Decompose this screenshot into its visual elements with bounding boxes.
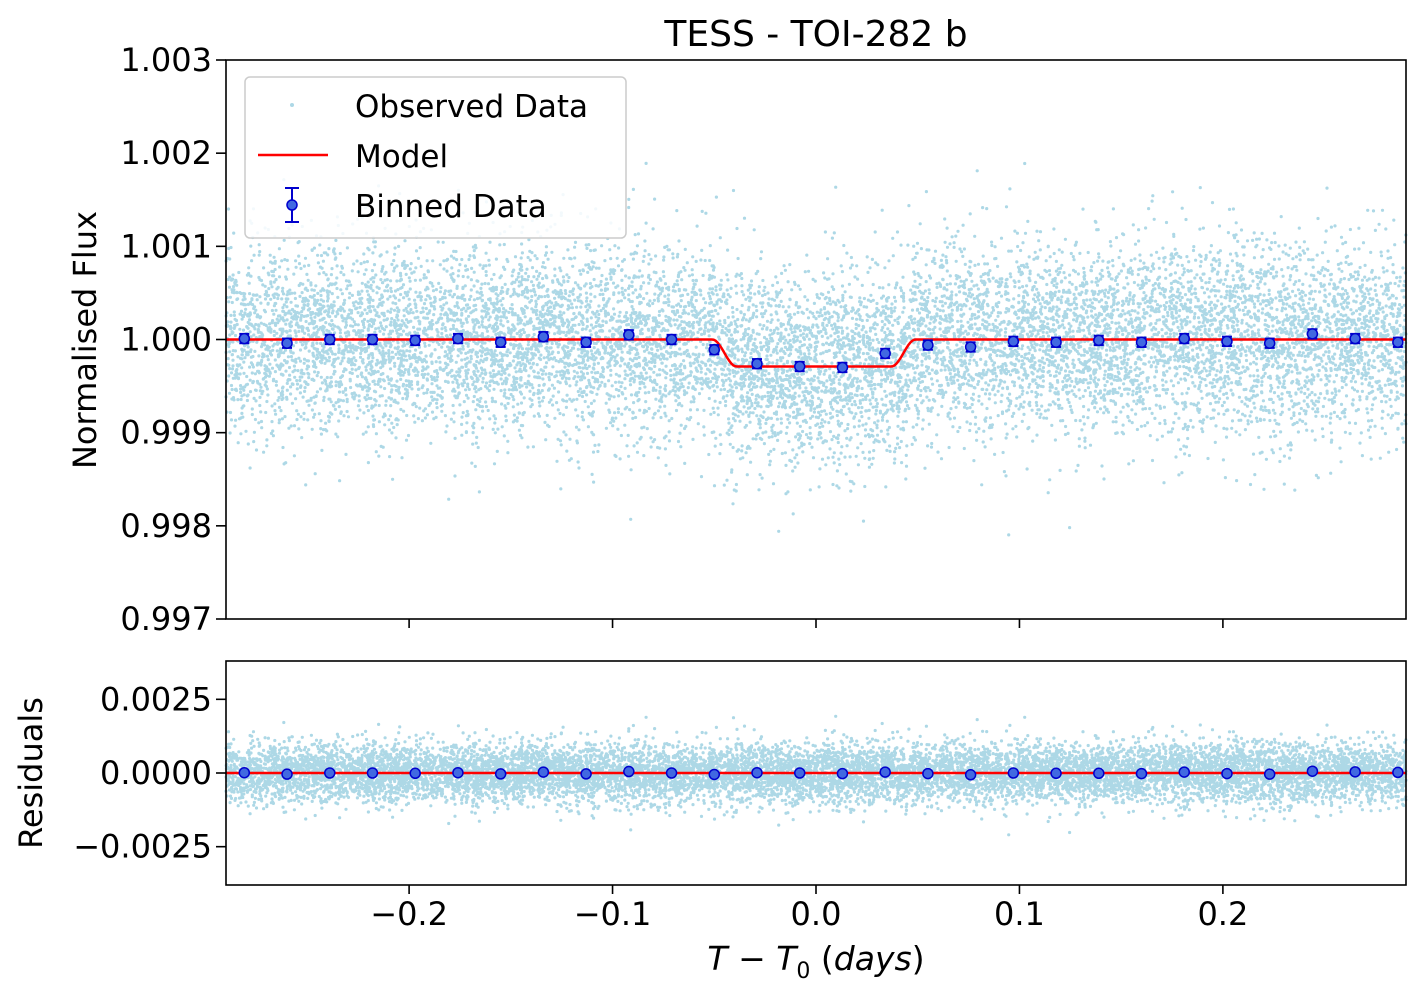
binned-point (366, 333, 379, 346)
binned-residual-point (452, 766, 464, 779)
binned-point (324, 333, 336, 346)
flux-y-tick-label: 1.000 (120, 321, 212, 359)
binned-point (1263, 337, 1276, 349)
flux-panel: 0.997 0.998 0.999 1.000 1.001 1.002 1.003 TESS… (66, 14, 1408, 638)
binned-residual-point (708, 768, 721, 781)
binned-residual-point (751, 766, 763, 779)
flux-y-tick-label: 0.999 (120, 414, 212, 452)
binned-residual-point (409, 767, 421, 780)
chart-title: TESS - TOI-282 b (663, 14, 967, 55)
binned-point (1007, 335, 1020, 348)
binned-point (281, 337, 293, 349)
legend-box (244, 76, 627, 239)
flux-y-tick-label: 0.998 (120, 507, 212, 545)
residual-x-ticks: −0.2 −0.1 0.0 0.1 0.2 (370, 885, 1248, 933)
flux-y-ticks: 0.997 0.998 0.999 1.000 1.001 1.002 1.003 (120, 41, 226, 638)
binned-point (1392, 336, 1404, 349)
binned-point (793, 360, 806, 373)
binned-point (1349, 332, 1361, 345)
flux-x-ticks (408, 619, 1224, 628)
residual-y-axis-label: Residuals (12, 697, 50, 849)
binned-point (1050, 336, 1062, 349)
binned-point (452, 332, 464, 345)
binned-point (537, 330, 550, 343)
binned-residual-point (836, 767, 849, 780)
binned-residual-point (665, 767, 678, 779)
binned-residual-point (580, 768, 592, 780)
binned-point (1221, 335, 1233, 348)
flux-y-tick-label: 0.997 (120, 600, 212, 638)
binned-point (1178, 332, 1190, 345)
model-curve-group (226, 338, 1406, 368)
legend-observed-label: Observed Data (355, 89, 588, 125)
residuals-panel: −0.0025 0.0000 0.0025 −0.2 −0.1 0.0 0.1 0.2 Re… (12, 660, 1408, 984)
residual-points (224, 714, 1408, 837)
binned-point (751, 357, 763, 370)
binned-residual-point (1050, 767, 1062, 780)
binned-residuals-group (238, 765, 1404, 781)
legend-observed-marker (290, 103, 294, 107)
binned-residual-point (1221, 767, 1233, 780)
binned-residual-point (879, 766, 891, 778)
flux-y-tick-label: 1.002 (120, 134, 212, 172)
binned-residual-point (281, 768, 293, 780)
binned-point (879, 347, 891, 360)
binned-residual-point (1306, 765, 1319, 777)
x-tick-label: 0.0 (791, 895, 842, 933)
residual-y-tick-label: −0.0025 (73, 828, 212, 866)
binned-point (1093, 334, 1105, 347)
legend-model-label: Model (355, 139, 448, 175)
legend-binned-marker (285, 187, 299, 223)
binned-point (494, 336, 507, 349)
binned-residual-point (366, 767, 379, 779)
binned-point (238, 332, 251, 345)
binned-residual-point (494, 768, 507, 780)
residual-y-tick-label: 0.0000 (100, 754, 212, 792)
binned-point (836, 361, 849, 374)
binned-point (623, 329, 635, 341)
residual-y-ticks: −0.0025 0.0000 0.0025 (73, 680, 226, 866)
binned-point (580, 336, 592, 349)
flux-y-axis-label: Normalised Flux (66, 211, 104, 469)
legend-binned-label: Binned Data (355, 189, 547, 225)
binned-point (1306, 328, 1319, 340)
binned-residual-point (537, 766, 550, 778)
binned-point (1135, 336, 1148, 349)
model-curve (226, 338, 1406, 368)
binned-residual-point (1135, 767, 1148, 780)
binned-residual-point (623, 765, 635, 778)
x-tick-label: 0.2 (1197, 895, 1248, 933)
binned-point (409, 334, 421, 347)
binned-residual-point (922, 767, 934, 780)
binned-residual-point (1392, 766, 1404, 779)
binned-data-group (238, 328, 1404, 374)
residual-scatter (224, 714, 1408, 837)
binned-residual-point (1007, 767, 1020, 779)
binned-point (708, 343, 721, 356)
binned-residual-point (964, 769, 977, 781)
binned-residual-point (1263, 768, 1276, 780)
binned-point (964, 341, 977, 353)
binned-residual-point (1178, 766, 1190, 778)
flux-y-tick-label: 1.003 (120, 41, 212, 79)
x-tick-label: −0.1 (574, 895, 652, 933)
x-tick-label: 0.1 (994, 895, 1045, 933)
x-tick-label: −0.2 (370, 895, 448, 933)
binned-residual-point (1349, 766, 1361, 778)
x-axis-label: T − T0 (days) (707, 939, 924, 984)
binned-point (665, 333, 678, 346)
observed-data-points (224, 161, 1408, 537)
binned-point (922, 339, 934, 351)
binned-residual-point (793, 767, 806, 779)
legend: Observed Data Model Binned Data (244, 76, 627, 239)
binned-residual-point (238, 766, 251, 779)
binned-residual-point (1093, 767, 1105, 780)
observed-data-scatter (224, 161, 1408, 537)
binned-residual-point (324, 767, 336, 779)
flux-y-tick-label: 1.001 (120, 227, 212, 265)
residual-y-tick-label: 0.0025 (100, 680, 212, 718)
